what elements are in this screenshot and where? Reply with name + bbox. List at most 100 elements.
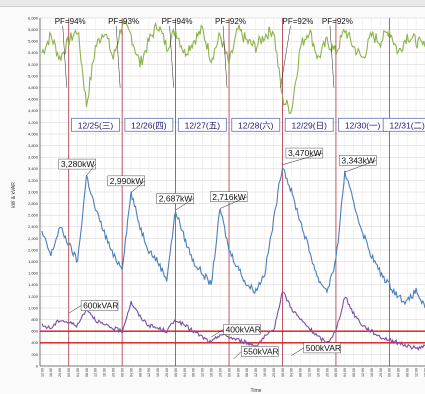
y-tick-label: 3,000 bbox=[28, 189, 39, 194]
peak-callout: 3,343kW bbox=[339, 155, 377, 173]
day-label-box bbox=[177, 117, 227, 132]
peak-callout: 2,687kW bbox=[156, 193, 194, 211]
day-label: 12/26(四) bbox=[124, 117, 174, 132]
peak-pointer bbox=[86, 163, 96, 176]
kvar-callout: 400kVAR bbox=[211, 324, 261, 338]
x-tick-label: 00:00 bbox=[67, 368, 71, 377]
pf-text: PF=92% bbox=[322, 17, 353, 26]
y-tick-label: 5,000 bbox=[28, 73, 39, 78]
x-tick-label: 08:00 bbox=[192, 368, 196, 377]
peak-callout-text: 3,343kW bbox=[341, 155, 375, 165]
x-tick-label: 00:00 bbox=[281, 368, 285, 377]
peak-callout-text: 2,990kW bbox=[110, 176, 144, 186]
pf-text: PF=92% bbox=[215, 17, 246, 26]
x-tick-label: 04:00 bbox=[183, 368, 187, 377]
peak-pointer bbox=[282, 152, 323, 165]
y-tick-label: 4,800 bbox=[28, 85, 39, 90]
x-tick-label: 20:00 bbox=[272, 368, 276, 377]
x-tick-label: 12:00 bbox=[94, 368, 98, 377]
x-tick-label: 12:00 bbox=[254, 368, 258, 377]
pf-pointer bbox=[222, 25, 228, 88]
x-tick-label: 04:00 bbox=[290, 368, 294, 377]
x-tick-label: 20:00 bbox=[165, 368, 169, 377]
y-tick-label: 800 bbox=[31, 317, 38, 322]
pf-callout: PF=93% bbox=[108, 17, 139, 88]
day-label: 12/31(二) bbox=[382, 117, 425, 132]
y-tick-label: 2,400 bbox=[28, 224, 39, 229]
pf-pointer bbox=[329, 25, 335, 88]
peak-callout-text: 3,470kW bbox=[288, 148, 322, 158]
kvar-callout: 600kVAR bbox=[68, 300, 118, 314]
day-label: 12/30(一) bbox=[338, 117, 388, 132]
day-label-text: 12/29(日) bbox=[291, 120, 327, 130]
y-tick-label: 600 bbox=[31, 329, 38, 334]
pf-callout: PF=94% bbox=[162, 17, 193, 88]
x-tick-label: 20:00 bbox=[112, 368, 116, 377]
day-label-box bbox=[231, 117, 281, 132]
x-axis-ticks: 12:00 16:00 20:00 00:00 04:00 08:00 12:00 16:00… bbox=[40, 368, 425, 377]
x-tick-label: 08:00 bbox=[352, 368, 356, 377]
y-tick-label: 4,400 bbox=[28, 108, 39, 113]
peak-callout: 3,280kW bbox=[58, 158, 96, 176]
y-tick-label: 1,800 bbox=[28, 259, 39, 264]
y-tick-label: 2,000 bbox=[28, 247, 39, 252]
x-tick-label: 20:00 bbox=[325, 368, 329, 377]
day-label: 12/29(日) bbox=[284, 117, 334, 132]
pf-callout: PF=92% bbox=[322, 17, 353, 88]
y-tick-label: 200 bbox=[31, 352, 38, 357]
day-label-text: 12/30(一) bbox=[345, 120, 381, 130]
peak-callout: 2,990kW bbox=[107, 175, 145, 193]
peak-callout-text: 2,716kW bbox=[212, 192, 246, 202]
y-tick-label: 4,600 bbox=[28, 97, 39, 102]
y-tick-label: 3,600 bbox=[28, 155, 39, 160]
x-tick-label: 12:00 bbox=[147, 368, 151, 377]
series-line bbox=[41, 291, 425, 351]
peak-callout-box bbox=[210, 191, 248, 202]
pf-text: PF=94% bbox=[162, 17, 193, 26]
y-tick-label: 1,000 bbox=[28, 305, 39, 310]
x-tick-label: 00:00 bbox=[334, 368, 338, 377]
day-label-text: 12/27(五) bbox=[185, 120, 221, 130]
x-tick-label: 08:00 bbox=[299, 368, 303, 377]
kvar-callout-text: 500kVAR bbox=[306, 343, 341, 353]
x-tick-label: 12:00 bbox=[361, 368, 365, 377]
x-tick-label: 16:00 bbox=[370, 368, 374, 377]
y-tick-label: 5,800 bbox=[28, 27, 39, 32]
day-label-box bbox=[382, 117, 425, 132]
x-axis-title: Time bbox=[251, 388, 262, 394]
window-top-bar bbox=[0, 0, 425, 7]
pf-callouts: PF=94% PF=93% PF=94% PF=92% PF=92% PF=92% bbox=[55, 17, 353, 88]
y-tick-label: 1,400 bbox=[28, 282, 39, 287]
day-label-box bbox=[284, 117, 334, 132]
x-tick-label: 16:00 bbox=[423, 368, 425, 377]
y-tick-label: 2,600 bbox=[28, 213, 39, 218]
x-tick-label: 04:00 bbox=[236, 368, 240, 377]
peak-pointer bbox=[175, 198, 194, 211]
pf-callout: PF=94% bbox=[55, 17, 86, 88]
peak-callout: 3,470kW bbox=[282, 147, 324, 165]
day-label: 12/28(六) bbox=[231, 117, 281, 132]
pf-text: PF=93% bbox=[108, 17, 139, 26]
series-line bbox=[41, 21, 425, 115]
y-tick-label: 6,000 bbox=[28, 15, 39, 20]
kvar-callout-text: 600kVAR bbox=[83, 301, 118, 311]
y-tick-label: 3,200 bbox=[28, 178, 39, 183]
x-tick-label: 20:00 bbox=[58, 368, 62, 377]
x-tick-label: 16:00 bbox=[49, 368, 53, 377]
day-label-text: 12/31(二) bbox=[389, 120, 425, 130]
day-label-text: 12/26(四) bbox=[131, 120, 167, 130]
series-lines bbox=[41, 21, 425, 351]
x-tick-label: 04:00 bbox=[397, 368, 401, 377]
x-tick-label: 20:00 bbox=[379, 368, 383, 377]
series-line bbox=[41, 167, 425, 309]
kvar-pointer bbox=[211, 329, 224, 338]
peak-callout-text: 3,280kW bbox=[61, 159, 95, 169]
x-tick-label: 12:00 bbox=[40, 368, 44, 377]
pf-text: PF=92% bbox=[282, 17, 313, 26]
pf-callout: PF=92% bbox=[280, 17, 313, 88]
x-tick-label: 16:00 bbox=[263, 368, 267, 377]
peak-pointer bbox=[220, 196, 248, 209]
x-tick-label: 00:00 bbox=[227, 368, 231, 377]
peak-pointer bbox=[130, 180, 145, 193]
